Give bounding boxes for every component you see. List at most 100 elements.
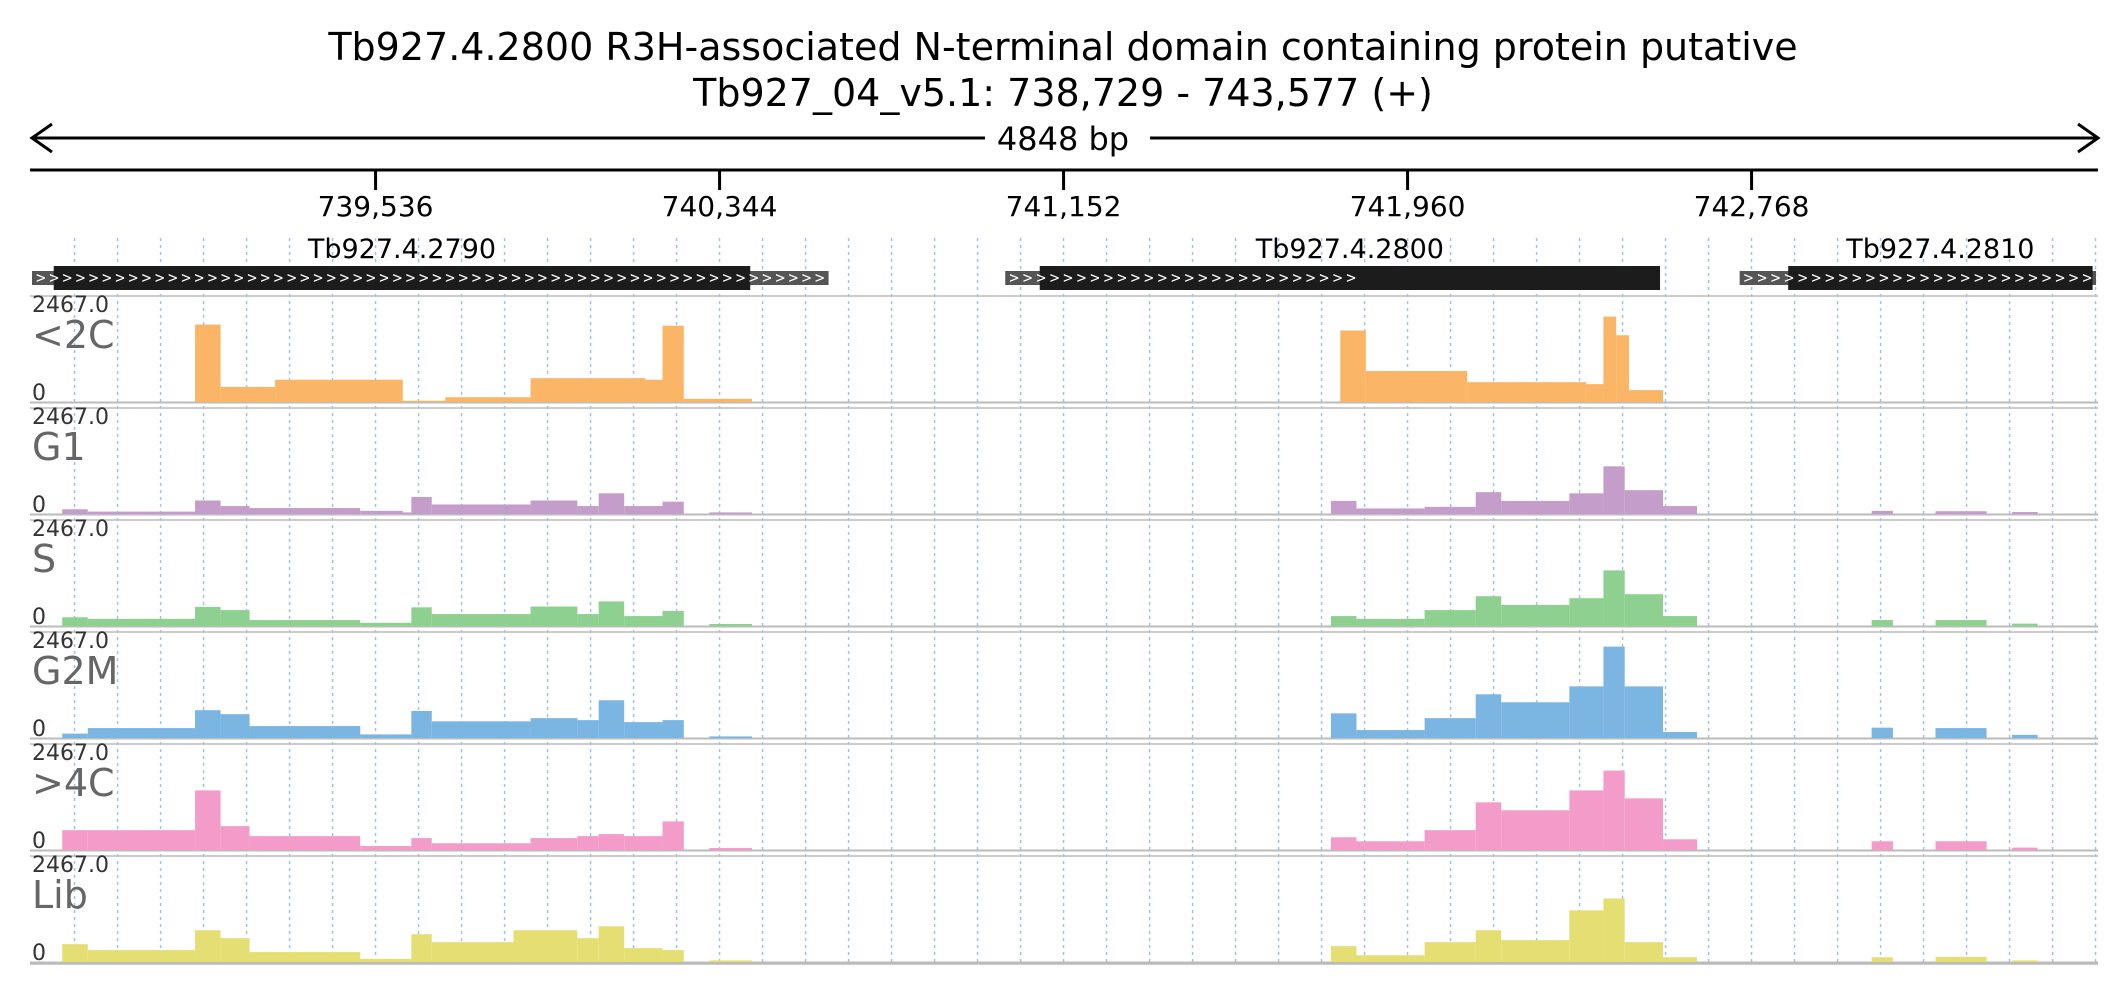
span-label: 4848 bp [997, 120, 1129, 158]
coverage-bar [1330, 500, 1357, 514]
coverage-bar [709, 960, 752, 962]
coverage-bar [1424, 610, 1476, 626]
gene-cds [1039, 266, 1661, 290]
coverage-bar [1586, 384, 1604, 402]
coverage-bar [624, 836, 663, 850]
coverage-bar [1475, 492, 1502, 514]
track-ymin-label: 0 [32, 493, 46, 518]
track-ymax-label: 2467.0 [32, 853, 109, 878]
track-ymax-label: 2467.0 [32, 741, 109, 766]
coverage-bar [1624, 798, 1664, 850]
ruler-tick-label: 740,344 [662, 190, 778, 223]
coverage-bar [62, 944, 88, 962]
coverage-bar [402, 512, 412, 514]
track-name: Lib [32, 873, 88, 917]
coverage-bar [62, 830, 88, 850]
coverage-bar [624, 616, 663, 626]
coverage-bar [431, 942, 514, 962]
coverage-bar [1356, 841, 1425, 850]
coverage-bar [220, 610, 250, 626]
track-name: >4C [32, 761, 115, 805]
coverage-bar [1501, 940, 1570, 962]
coverage-bar [662, 610, 684, 626]
coverage-bar [411, 607, 432, 626]
ruler-tick-label: 739,536 [318, 190, 434, 223]
track-ymax-label: 2467.0 [32, 405, 109, 430]
coverage-bar [411, 496, 432, 514]
coverage-bar [249, 726, 361, 738]
coverage-bar [530, 500, 578, 514]
coverage-track: 2467.0 0 >4C [30, 741, 2098, 854]
coverage-bar [1663, 616, 1698, 626]
coverage-bar [2012, 623, 2038, 626]
coverage-bar [2012, 960, 2038, 962]
coverage-bar [1603, 570, 1625, 626]
ruler-ticks: 739,536 740,344 741,152 741,960 742,768 [318, 170, 1809, 223]
coverage-bar [360, 734, 412, 738]
coverage-bar [1663, 732, 1698, 738]
coverage-bar [624, 722, 663, 738]
coverage-bar [220, 506, 250, 514]
track-ymin-label: 0 [32, 381, 46, 406]
coverage-track: 2467.0 0 S [30, 517, 2098, 630]
coverage-bar [530, 606, 578, 626]
coverage-bar [1569, 910, 1604, 962]
coverage-bar [1330, 713, 1357, 738]
gene-label: Tb927.4.2790 [307, 234, 496, 265]
coverage-bar [1871, 727, 1893, 738]
coverage-bar [577, 614, 599, 626]
track-ymin-label: 0 [32, 941, 46, 966]
coverage-bar [1935, 956, 1987, 962]
coverage-bar [220, 714, 250, 738]
coverage-bar [1603, 898, 1625, 962]
coverage-bar [1871, 957, 1893, 962]
coverage-bar [1356, 618, 1425, 626]
track-ymin-label: 0 [32, 829, 46, 854]
track-ymin-label: 0 [32, 605, 46, 630]
coverage-bar [445, 397, 531, 402]
coverage-bar [1935, 620, 1987, 626]
coverage-bar [411, 710, 432, 738]
coverage-bar [1624, 942, 1664, 962]
coverage-bar [249, 620, 361, 626]
track-ymax-label: 2467.0 [32, 629, 109, 654]
ruler-tick-label: 741,152 [1006, 190, 1122, 223]
coverage-bar [1330, 837, 1357, 850]
coverage-bar [249, 508, 361, 514]
coverage-bar [1603, 466, 1625, 514]
coverage-bar [1569, 493, 1604, 514]
coverage-bar [195, 930, 221, 962]
track-name: S [32, 537, 56, 581]
coverage-bar [1424, 830, 1476, 850]
coverage-bar [709, 624, 752, 626]
coverage-bar [62, 617, 88, 626]
coverage-bar [1340, 330, 1366, 402]
gene-label: Tb927.4.2800 [1255, 234, 1444, 265]
coverage-bar [195, 606, 221, 626]
coverage-bar [360, 510, 403, 514]
coverage-bar [683, 398, 752, 402]
coverage-bar [1871, 620, 1893, 626]
coverage-bar [1467, 382, 1587, 402]
coverage-bar [1663, 957, 1698, 962]
grid-lines [73, 238, 2097, 962]
coverage-bar [1616, 335, 1629, 402]
coverage-bar [662, 501, 684, 514]
coverage-bar [1424, 942, 1476, 962]
coverage-bar [598, 700, 625, 738]
coverage-bar [220, 826, 250, 850]
span-arrow-left-icon [29, 122, 53, 154]
coverage-bar [577, 836, 599, 850]
coverage-bar [662, 325, 684, 402]
track-name: <2C [32, 313, 115, 357]
coverage-bar [1624, 490, 1664, 514]
coverage-bar [1624, 686, 1664, 738]
coverage-bar [1935, 728, 1987, 738]
track-name: G1 [32, 425, 86, 469]
coverage-bar [62, 733, 88, 738]
coverage-bar [530, 838, 578, 850]
coverage-bar [1501, 810, 1570, 850]
coverage-bar [530, 378, 646, 402]
coverage-bar [360, 622, 412, 626]
